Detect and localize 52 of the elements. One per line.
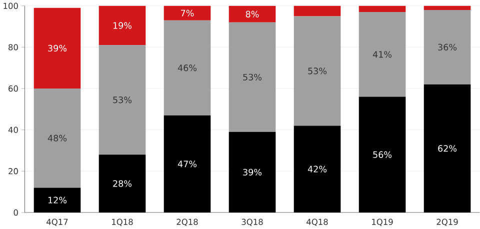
data-label: 39% [48,45,67,52]
data-label: 41% [372,51,392,58]
bar [34,188,81,213]
y-tick-label: 100 [4,2,18,10]
bar [228,22,276,132]
x-tick-label: 2Q18 [176,218,198,226]
data-label: 39% [243,169,262,176]
x-tick-label: 2Q19 [436,218,458,226]
data-label: 62% [438,145,457,152]
bar [34,8,81,89]
data-label: 47% [178,160,197,168]
x-tick-label: 1Q19 [372,218,393,226]
data-label: 56% [373,151,392,158]
bar [164,20,211,116]
data-label: 36% [438,44,457,51]
data-label: 46% [178,64,197,72]
data-label: 7% [181,10,194,17]
bar [34,88,81,188]
bar [358,6,406,12]
data-label: 53% [243,74,262,81]
bar [98,154,146,213]
bar [424,84,471,213]
y-tick-label: 20 [8,168,18,174]
bar [228,132,276,213]
data-label: 53% [113,96,132,104]
bar [358,12,406,97]
bar [294,126,341,213]
bar [294,6,341,16]
bar [164,6,211,20]
y-tick-label: 60 [8,86,18,92]
x-tick-label: 4Q18 [306,218,328,226]
data-label: 12% [48,196,67,204]
bar [164,116,211,213]
data-label: 19% [113,22,132,29]
y-tick-label: 80 [8,44,18,50]
data-label: 48% [48,134,67,142]
bar [424,10,471,85]
bar [98,6,146,46]
data-label: 8% [246,10,259,18]
data-label: 28% [113,180,132,188]
x-tick-label: 1Q18 [112,218,133,226]
bar [424,6,471,10]
data-label: 42% [308,166,327,173]
bar [228,6,276,23]
bar [358,96,406,213]
x-tick-label: 4Q17 [46,218,68,226]
y-tick-label: 40 [8,126,18,134]
x-tick-label: 3Q18 [242,218,263,226]
bar [98,45,146,155]
y-tick-label: 0 [14,210,18,216]
data-label: 53% [308,68,327,74]
bar [294,16,341,126]
